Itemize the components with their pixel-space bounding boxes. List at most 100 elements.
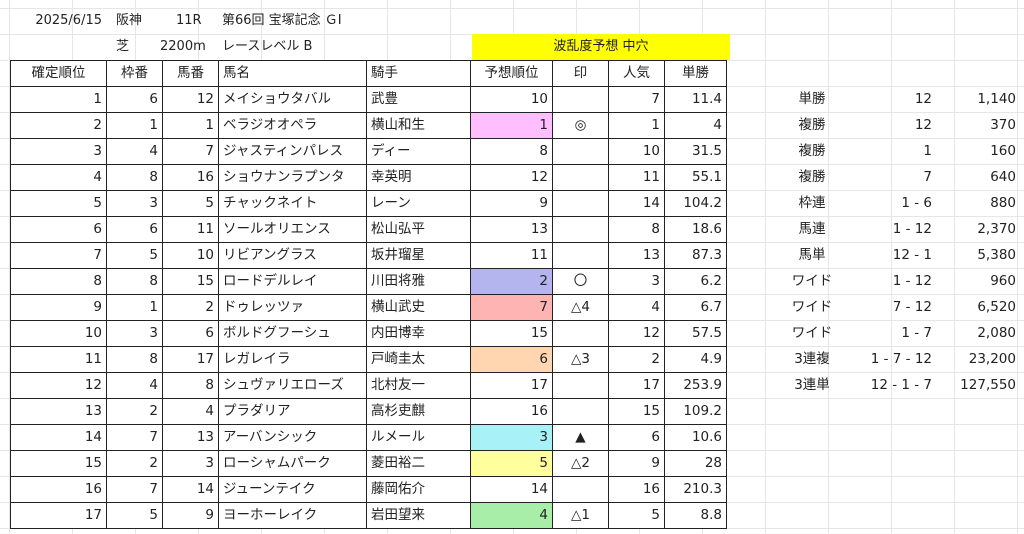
horse-name-cell[interactable]: ショウナンラプンタ	[218, 164, 367, 191]
payout-type-cell[interactable]: 馬単	[798, 247, 826, 263]
popularity-cell[interactable]: 9	[608, 450, 665, 477]
finish-cell[interactable]: 1	[10, 86, 107, 113]
horse-name-cell[interactable]: ボルドグフーシュ	[218, 320, 367, 347]
horse-name-cell[interactable]: シュヴァリエローズ	[218, 372, 367, 399]
horse-name-cell[interactable]: ヨーホーレイク	[218, 502, 367, 529]
predicted-rank-cell[interactable]: 9	[470, 190, 553, 217]
gate-cell[interactable]: 1	[106, 112, 163, 139]
popularity-cell[interactable]: 7	[608, 86, 665, 113]
win-odds-cell[interactable]: 31.5	[664, 138, 727, 165]
horse-number-cell[interactable]: 13	[162, 424, 219, 451]
payout-combination-cell[interactable]: 1 - 7 - 12	[870, 351, 932, 367]
horse-name-cell[interactable]: ベラジオオペラ	[218, 112, 367, 139]
payout-type-cell[interactable]: ワイド	[791, 273, 833, 289]
popularity-cell[interactable]: 14	[608, 190, 665, 217]
popularity-cell[interactable]: 10	[608, 138, 665, 165]
header-gate[interactable]: 枠番	[106, 60, 163, 87]
finish-cell[interactable]: 5	[10, 190, 107, 217]
predicted-rank-cell[interactable]: 6	[470, 346, 553, 373]
jockey-cell[interactable]: ルメール	[366, 424, 471, 451]
horse-name-cell[interactable]: プラダリア	[218, 398, 367, 425]
payout-amount-cell[interactable]: 960	[990, 273, 1016, 289]
jockey-cell[interactable]: 横山和生	[366, 112, 471, 139]
win-odds-cell[interactable]: 109.2	[664, 398, 727, 425]
win-odds-cell[interactable]: 104.2	[664, 190, 727, 217]
finish-cell[interactable]: 3	[10, 138, 107, 165]
header-finish[interactable]: 確定順位	[10, 60, 107, 87]
win-odds-cell[interactable]: 18.6	[664, 216, 727, 243]
horse-name-cell[interactable]: レガレイラ	[218, 346, 367, 373]
mark-cell[interactable]	[552, 138, 609, 165]
win-odds-cell[interactable]: 28	[664, 450, 727, 477]
horse-number-cell[interactable]: 1	[162, 112, 219, 139]
mark-cell[interactable]	[552, 372, 609, 399]
gate-cell[interactable]: 8	[106, 164, 163, 191]
payout-combination-cell[interactable]: 12 - 1 - 7	[870, 377, 932, 393]
popularity-cell[interactable]: 17	[608, 372, 665, 399]
finish-cell[interactable]: 7	[10, 242, 107, 269]
payout-amount-cell[interactable]: 640	[990, 169, 1016, 185]
payout-combination-cell[interactable]: 1 - 6	[901, 195, 932, 211]
win-odds-cell[interactable]: 253.9	[664, 372, 727, 399]
horse-number-cell[interactable]: 16	[162, 164, 219, 191]
gate-cell[interactable]: 6	[106, 216, 163, 243]
predicted-rank-cell[interactable]: 7	[470, 294, 553, 321]
gate-cell[interactable]: 4	[106, 138, 163, 165]
payout-amount-cell[interactable]: 1,140	[977, 91, 1016, 107]
win-odds-cell[interactable]: 6.2	[664, 268, 727, 295]
gate-cell[interactable]: 4	[106, 372, 163, 399]
payout-amount-cell[interactable]: 160	[990, 143, 1016, 159]
jockey-cell[interactable]: 菱田裕二	[366, 450, 471, 477]
horse-number-cell[interactable]: 15	[162, 268, 219, 295]
jockey-cell[interactable]: 横山武史	[366, 294, 471, 321]
finish-cell[interactable]: 6	[10, 216, 107, 243]
predicted-rank-cell[interactable]: 13	[470, 216, 553, 243]
horse-number-cell[interactable]: 12	[162, 86, 219, 113]
jockey-cell[interactable]: 岩田望来	[366, 502, 471, 529]
payout-type-cell[interactable]: ワイド	[791, 325, 833, 341]
race-name[interactable]: 第66回 宝塚記念 ＧⅠ	[222, 13, 342, 28]
finish-cell[interactable]: 9	[10, 294, 107, 321]
predicted-rank-cell[interactable]: 4	[470, 502, 553, 529]
payout-type-cell[interactable]: 馬連	[798, 221, 826, 237]
gate-cell[interactable]: 5	[106, 502, 163, 529]
popularity-cell[interactable]: 6	[608, 424, 665, 451]
horse-number-cell[interactable]: 17	[162, 346, 219, 373]
race-distance[interactable]: 2200m	[160, 39, 206, 54]
horse-number-cell[interactable]: 5	[162, 190, 219, 217]
header-horse-name[interactable]: 馬名	[218, 60, 367, 87]
horse-number-cell[interactable]: 9	[162, 502, 219, 529]
payout-combination-cell[interactable]: 1 - 12	[892, 221, 932, 237]
race-date[interactable]: 2025/6/15	[35, 13, 102, 28]
mark-cell[interactable]	[552, 190, 609, 217]
horse-number-cell[interactable]: 10	[162, 242, 219, 269]
jockey-cell[interactable]: ディー	[366, 138, 471, 165]
predicted-rank-cell[interactable]: 17	[470, 372, 553, 399]
jockey-cell[interactable]: 北村友一	[366, 372, 471, 399]
payout-combination-cell[interactable]: 7 - 12	[892, 299, 932, 315]
jockey-cell[interactable]: レーン	[366, 190, 471, 217]
payout-amount-cell[interactable]: 2,080	[977, 325, 1016, 341]
header-predicted-rank[interactable]: 予想順位	[470, 60, 553, 87]
finish-cell[interactable]: 14	[10, 424, 107, 451]
finish-cell[interactable]: 17	[10, 502, 107, 529]
predicted-rank-cell[interactable]: 12	[470, 164, 553, 191]
win-odds-cell[interactable]: 210.3	[664, 476, 727, 503]
predicted-rank-cell[interactable]: 3	[470, 424, 553, 451]
mark-cell[interactable]: ▲	[552, 424, 609, 451]
mark-cell[interactable]	[552, 242, 609, 269]
finish-cell[interactable]: 11	[10, 346, 107, 373]
gate-cell[interactable]: 7	[106, 424, 163, 451]
jockey-cell[interactable]: 武豊	[366, 86, 471, 113]
horse-number-cell[interactable]: 4	[162, 398, 219, 425]
race-number[interactable]: 11R	[176, 13, 202, 28]
payout-combination-cell[interactable]: 7	[923, 169, 932, 185]
payout-amount-cell[interactable]: 127,550	[960, 377, 1016, 393]
win-odds-cell[interactable]: 87.3	[664, 242, 727, 269]
mark-cell[interactable]	[552, 164, 609, 191]
predicted-rank-cell[interactable]: 1	[470, 112, 553, 139]
mark-cell[interactable]	[552, 86, 609, 113]
payout-combination-cell[interactable]: 1 - 12	[892, 273, 932, 289]
win-odds-cell[interactable]: 4	[664, 112, 727, 139]
finish-cell[interactable]: 10	[10, 320, 107, 347]
